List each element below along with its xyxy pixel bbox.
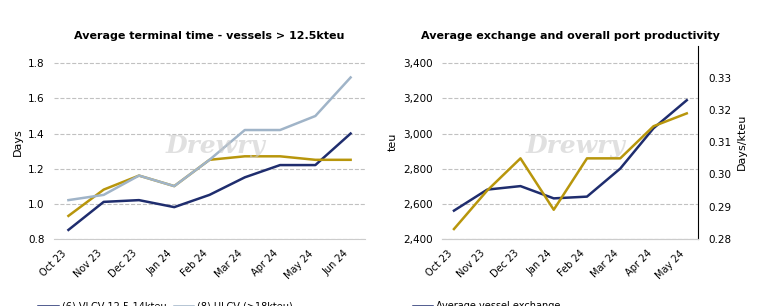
Title: Average terminal time - vessels > 12.5kteu: Average terminal time - vessels > 12.5kt… <box>74 31 345 41</box>
Port productivity (right axis) <box>549 208 559 212</box>
(6) VLCV 12.5-14kteu <box>134 198 144 202</box>
Port productivity (right axis) <box>483 189 492 192</box>
Title: Average exchange and overall port productivity: Average exchange and overall port produc… <box>421 31 720 41</box>
(7) VLCV 13-18kteu <box>346 158 355 162</box>
(8) ULCV (>18kteu) <box>205 158 214 162</box>
Line: Port productivity (right axis): Port productivity (right axis) <box>454 113 687 229</box>
Average vessel exchange <box>582 195 591 199</box>
Line: Average vessel exchange: Average vessel exchange <box>454 100 687 211</box>
Port productivity (right axis) <box>649 125 658 128</box>
Average vessel exchange <box>483 188 492 192</box>
(7) VLCV 13-18kteu <box>275 155 285 158</box>
Legend: (6) VLCV 12.5-14kteu, (7) VLCV 13-18kteu, (8) ULCV (>18kteu): (6) VLCV 12.5-14kteu, (7) VLCV 13-18kteu… <box>34 297 297 306</box>
(8) ULCV (>18kteu) <box>170 184 179 188</box>
Line: (6) VLCV 12.5-14kteu: (6) VLCV 12.5-14kteu <box>68 133 351 230</box>
(8) ULCV (>18kteu) <box>134 174 144 177</box>
(6) VLCV 12.5-14kteu <box>240 176 249 179</box>
(7) VLCV 13-18kteu <box>310 158 320 162</box>
Y-axis label: Days/kteu: Days/kteu <box>736 114 747 170</box>
(6) VLCV 12.5-14kteu <box>310 163 320 167</box>
Y-axis label: teu: teu <box>387 133 397 151</box>
Text: Drewry: Drewry <box>525 134 625 158</box>
(6) VLCV 12.5-14kteu <box>99 200 109 204</box>
(8) ULCV (>18kteu) <box>346 76 355 79</box>
Legend: Average vessel exchange, Port productivity (right axis): Average vessel exchange, Port productivi… <box>409 297 577 306</box>
(8) ULCV (>18kteu) <box>310 114 320 118</box>
Line: (7) VLCV 13-18kteu: (7) VLCV 13-18kteu <box>68 156 351 216</box>
(6) VLCV 12.5-14kteu <box>275 163 285 167</box>
Text: Drewry: Drewry <box>166 134 265 158</box>
Average vessel exchange <box>516 184 525 188</box>
Average vessel exchange <box>549 196 559 200</box>
(7) VLCV 13-18kteu <box>205 158 214 162</box>
(6) VLCV 12.5-14kteu <box>205 193 214 197</box>
(7) VLCV 13-18kteu <box>64 214 73 218</box>
(8) ULCV (>18kteu) <box>275 128 285 132</box>
Port productivity (right axis) <box>615 157 625 160</box>
Average vessel exchange <box>449 209 459 212</box>
(7) VLCV 13-18kteu <box>170 184 179 188</box>
(8) ULCV (>18kteu) <box>64 198 73 202</box>
(6) VLCV 12.5-14kteu <box>64 228 73 232</box>
Port productivity (right axis) <box>449 227 459 231</box>
(8) ULCV (>18kteu) <box>99 193 109 197</box>
Port productivity (right axis) <box>582 157 591 160</box>
Average vessel exchange <box>649 126 658 130</box>
Y-axis label: Days: Days <box>12 129 23 156</box>
Average vessel exchange <box>682 99 691 102</box>
Port productivity (right axis) <box>682 111 691 115</box>
(7) VLCV 13-18kteu <box>99 188 109 192</box>
(7) VLCV 13-18kteu <box>240 155 249 158</box>
Line: (8) ULCV (>18kteu): (8) ULCV (>18kteu) <box>68 77 351 200</box>
Average vessel exchange <box>615 167 625 170</box>
(8) ULCV (>18kteu) <box>240 128 249 132</box>
(7) VLCV 13-18kteu <box>134 174 144 177</box>
Port productivity (right axis) <box>516 157 525 160</box>
(6) VLCV 12.5-14kteu <box>170 205 179 209</box>
(6) VLCV 12.5-14kteu <box>346 132 355 135</box>
